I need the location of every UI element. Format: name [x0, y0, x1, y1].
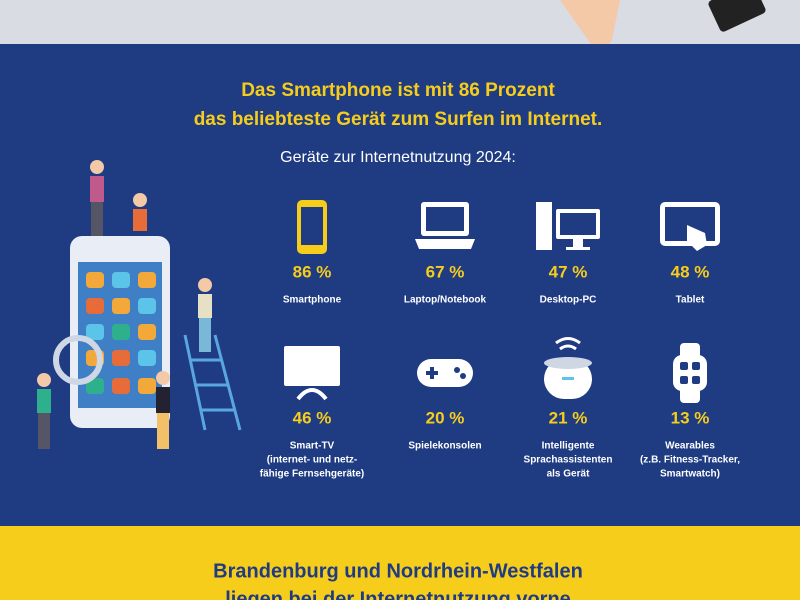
- icon-shape: [562, 377, 574, 380]
- footer-band: [0, 526, 800, 600]
- device-label: als Gerät: [547, 469, 590, 480]
- icon-shape: [284, 346, 340, 386]
- icon-shape: [692, 362, 700, 370]
- icon-shape: [544, 357, 592, 369]
- icon-shape: [680, 376, 688, 384]
- device-percent: 20 %: [426, 408, 465, 427]
- device-label: Intelligente: [542, 441, 595, 452]
- illustration: [37, 160, 242, 449]
- subtitle: Geräte zur Internetnutzung 2024:: [280, 149, 516, 166]
- top-band: [0, 0, 800, 44]
- hand: [560, 0, 620, 49]
- device-item: 20 % Spielekonsolen: [408, 359, 482, 452]
- icon-shape: [426, 207, 464, 231]
- footer-line: liegen bei der Internetnutzung vorne: [225, 588, 571, 600]
- device-icon: [544, 337, 592, 399]
- device-icon: [660, 202, 720, 251]
- device-item: 13 % Wearables (z.B. Fitness-Tracker, Smart…: [640, 343, 740, 480]
- device-percent: 67 %: [426, 262, 465, 281]
- device-percent: 86 %: [293, 262, 332, 281]
- device-label: Sprachassistenten: [524, 455, 613, 466]
- device-percent: 13 %: [671, 408, 710, 427]
- device-item: 21 % Intelligente Sprachassistenten als Ger…: [524, 337, 613, 480]
- device-label: (internet- und netz-: [267, 455, 358, 466]
- device-label: Laptop/Notebook: [404, 295, 487, 306]
- device-label: Tablet: [676, 295, 705, 306]
- title-line: das beliebteste Gerät zum Surfen im Inte…: [194, 109, 603, 130]
- device-icon: [417, 359, 473, 387]
- device-label: fähige Fernsehgeräte): [260, 469, 364, 480]
- device-icon: [536, 202, 600, 250]
- footer-line: Brandenburg und Nordrhein-Westfalen: [213, 560, 583, 582]
- device-label: Smartwatch): [660, 469, 720, 480]
- icon-shape: [454, 367, 460, 373]
- device-percent: 47 %: [549, 262, 588, 281]
- icon-shape: [415, 239, 475, 249]
- device-item: 67 % Laptop/Notebook: [404, 202, 487, 306]
- device-item: 48 % Tablet: [660, 202, 720, 306]
- device-label: Wearables: [665, 441, 715, 452]
- device-icon: [297, 200, 327, 254]
- icon-shape: [687, 225, 707, 251]
- device-label: (z.B. Fitness-Tracker,: [640, 455, 740, 466]
- icon-shape: [536, 202, 552, 250]
- device-icon: [415, 202, 475, 249]
- icon-shape: [560, 213, 596, 235]
- device-icon: [284, 346, 340, 401]
- device-label: Smartphone: [283, 295, 342, 306]
- phone-in-hand: [708, 0, 766, 32]
- icon-shape: [430, 367, 434, 379]
- icon-shape: [417, 359, 473, 387]
- device-percent: 46 %: [293, 408, 332, 427]
- icon-shape: [680, 362, 700, 384]
- device-item: 86 % Smartphone: [283, 200, 342, 306]
- device-label: Smart-TV: [290, 441, 335, 452]
- icon-shape: [673, 355, 707, 391]
- icon-shape: [301, 207, 323, 245]
- icon-shape: [573, 239, 583, 247]
- icon-shape: [296, 388, 328, 401]
- device-label: Spielekonsolen: [408, 441, 481, 452]
- icon-shape: [680, 362, 688, 370]
- icon-shape: [555, 337, 581, 351]
- device-percent: 48 %: [671, 262, 710, 281]
- title-line: Das Smartphone ist mit 86 Prozent: [241, 80, 555, 101]
- device-grid: 86 % Smartphone 67 % Laptop/Notebook 47 % Des…: [260, 200, 740, 480]
- icon-shape: [566, 247, 590, 250]
- device-item: 46 % Smart-TV (internet- und netz-fähige F…: [260, 346, 364, 480]
- icon-shape: [692, 376, 700, 384]
- device-percent: 21 %: [549, 408, 588, 427]
- device-label: Desktop-PC: [540, 295, 597, 306]
- device-item: 47 % Desktop-PC: [536, 202, 600, 306]
- icon-shape: [460, 373, 466, 379]
- device-icon: [673, 343, 707, 403]
